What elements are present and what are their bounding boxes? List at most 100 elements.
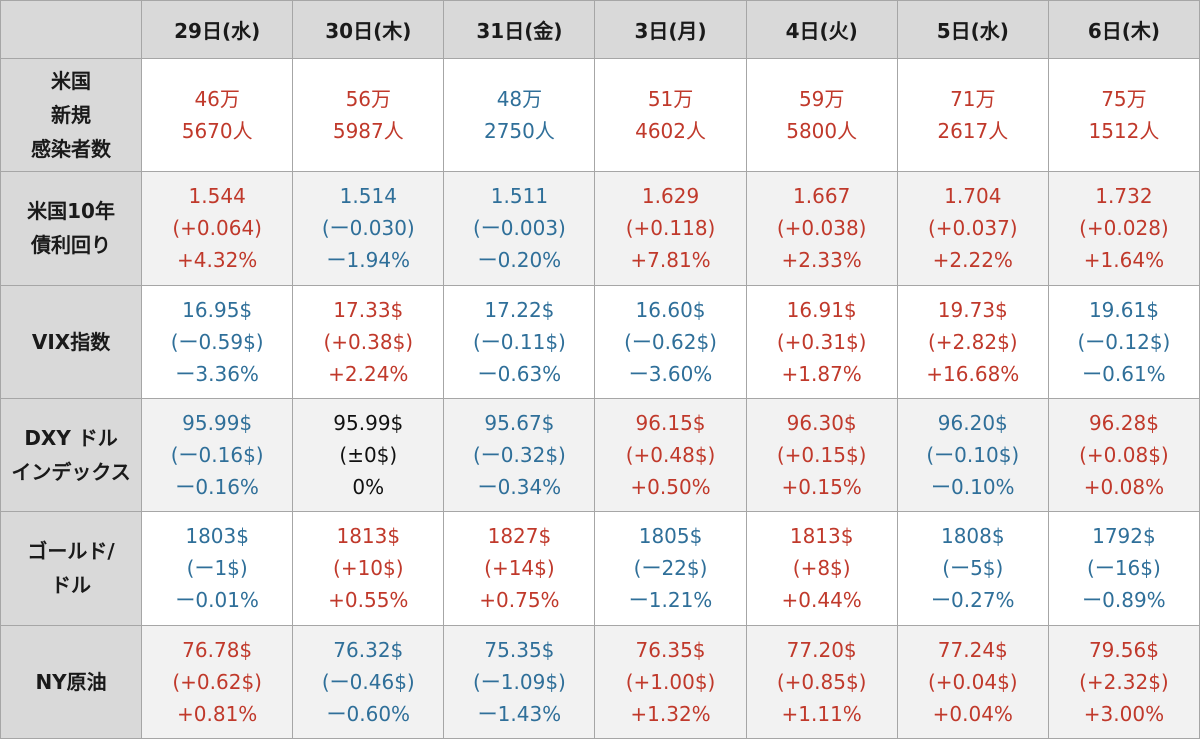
cell-value: 1808$ <box>940 524 1005 549</box>
cell-percent: ー1.21% <box>628 588 713 613</box>
cell-value: 48万 <box>496 87 543 112</box>
table-row: VIX指数 16.95$ (ー0.59$) ー3.36% 17.33$ (+0.38$) +… <box>0 284 1200 399</box>
data-cell: 1813$ (+10$) +0.55% <box>292 511 445 626</box>
cell-percent: ー1.94% <box>326 248 411 273</box>
cell-value: 16.60$ <box>635 297 706 322</box>
cell-change: (+0.064) <box>172 216 262 241</box>
row-label: VIX指数 <box>0 284 143 399</box>
cell-change: (ー1.09$) <box>472 669 566 694</box>
cell-value: 16.91$ <box>786 297 857 322</box>
data-cell: 1827$ (+14$) +0.75% <box>443 511 596 626</box>
cell-percent: +1.64% <box>1083 248 1165 273</box>
data-cell: 76.35$ (+1.00$) +1.32% <box>594 624 747 739</box>
cell-value: 76.35$ <box>635 637 706 662</box>
cell-percent: +0.81% <box>177 701 258 726</box>
data-cell: 1.667 (+0.038) +2.33% <box>745 171 898 286</box>
cell-change: (ー0.11$) <box>472 329 566 354</box>
cell-percent: ー1.43% <box>477 701 562 726</box>
cell-change: (ー16$) <box>1087 556 1161 581</box>
cell-change: 5800人 <box>786 119 858 144</box>
cell-change: (+0.31$) <box>776 329 867 354</box>
cell-value: 96.20$ <box>937 411 1008 436</box>
cell-value: 95.99$ <box>182 411 253 436</box>
cell-change: (ー5$) <box>942 556 1004 581</box>
cell-change: (+10$) <box>333 556 404 581</box>
data-cell: 79.56$ (+2.32$) +3.00% <box>1047 624 1200 739</box>
table-row: 米国10年 債利回り 1.544 (+0.064) +4.32% 1.514 (ー0.030… <box>0 171 1200 286</box>
cell-percent: ー0.01% <box>175 588 259 613</box>
data-cell: 96.15$ (+0.48$) +0.50% <box>594 397 747 513</box>
cell-change: (+0.028) <box>1079 216 1169 241</box>
cell-change: (+0.038) <box>776 216 867 241</box>
data-cell: 96.20$ (ー0.10$) ー0.10% <box>896 397 1049 513</box>
data-cell: 1805$ (ー22$) ー1.21% <box>594 511 747 626</box>
cell-change: 5670人 <box>181 119 253 144</box>
cell-percent: +0.75% <box>479 588 560 613</box>
cell-value: 1827$ <box>487 524 552 549</box>
data-cell: 17.22$ (ー0.11$) ー0.63% <box>443 284 596 399</box>
cell-change: (+0.62$) <box>172 669 262 694</box>
cell-value: 1.732 <box>1095 184 1153 209</box>
cell-percent: +0.08% <box>1083 475 1165 500</box>
cell-value: 96.30$ <box>786 411 857 436</box>
cell-value: 1805$ <box>638 524 703 549</box>
row-label-line: 感染者数 <box>31 137 112 162</box>
cell-change: (+0.118) <box>625 216 716 241</box>
cell-value: 77.24$ <box>937 637 1008 662</box>
cell-percent: ー0.20% <box>477 248 562 273</box>
data-cell: 77.20$ (+0.85$) +1.11% <box>745 624 898 739</box>
table-row: 米国 新規 感染者数 46万 5670人 56万 5987人 48万 2750人 51万 4602人… <box>0 57 1200 173</box>
cell-change: (ー0.62$) <box>624 329 717 354</box>
data-cell: 96.28$ (+0.08$) +0.08% <box>1047 397 1200 513</box>
cell-value: 1.544 <box>188 184 246 209</box>
cell-percent: 0% <box>352 475 385 500</box>
cell-value: 46万 <box>194 87 240 112</box>
cell-change: 5987人 <box>332 119 404 144</box>
data-cell: 71万 2617人 <box>896 57 1049 173</box>
data-cell: 1.629 (+0.118) +7.81% <box>594 171 747 286</box>
cell-percent: ー0.61% <box>1082 361 1166 386</box>
cell-percent: ー0.16% <box>175 475 259 500</box>
cell-change: (ー1$) <box>186 556 248 581</box>
cell-value: 1.667 <box>793 184 851 209</box>
cell-value: 1.511 <box>490 184 549 209</box>
data-cell: 1803$ (ー1$) ー0.01% <box>141 511 294 626</box>
cell-value: 1.704 <box>944 184 1002 209</box>
data-cell: 46万 5670人 <box>141 57 294 173</box>
cell-change: (+0.38$) <box>323 329 414 354</box>
cell-change: (+2.82$) <box>927 329 1018 354</box>
cell-change: (+0.85$) <box>776 669 867 694</box>
cell-change: (+8$) <box>792 556 851 581</box>
cell-change: (+2.32$) <box>1079 669 1169 694</box>
row-label-line: DXY ドル <box>24 426 118 451</box>
cell-value: 71万 <box>950 87 996 112</box>
row-label: 米国 新規 感染者数 <box>0 57 143 173</box>
row-label: DXY ドル インデックス <box>0 397 143 513</box>
data-cell: 17.33$ (+0.38$) +2.24% <box>292 284 445 399</box>
cell-percent: ー3.60% <box>628 361 713 386</box>
cell-value: 1813$ <box>789 524 854 549</box>
column-header-3: 3日(月) <box>594 0 747 59</box>
cell-percent: +16.68% <box>926 361 1020 386</box>
cell-value: 79.56$ <box>1088 637 1159 662</box>
column-header-1: 30日(木) <box>292 0 445 59</box>
cell-percent: +0.15% <box>781 475 862 500</box>
cell-change: (ー0.030) <box>321 216 415 241</box>
cell-change: (+0.15$) <box>776 443 867 468</box>
cell-percent: +2.22% <box>932 248 1013 273</box>
cell-change: (+0.08$) <box>1079 443 1169 468</box>
cell-value: 95.99$ <box>333 411 404 436</box>
cell-value: 96.28$ <box>1088 411 1159 436</box>
data-cell: 75万 1512人 <box>1047 57 1200 173</box>
cell-change: (+0.037) <box>927 216 1018 241</box>
data-cell: 51万 4602人 <box>594 57 747 173</box>
cell-change: (ー0.46$) <box>321 669 415 694</box>
cell-percent: +0.04% <box>932 701 1013 726</box>
cell-value: 1803$ <box>185 524 249 549</box>
row-label-line: 米国 <box>51 69 92 94</box>
column-header-4: 4日(火) <box>745 0 898 59</box>
data-cell: 1.704 (+0.037) +2.22% <box>896 171 1049 286</box>
cell-percent: +0.44% <box>781 588 862 613</box>
cell-change: (ー0.32$) <box>472 443 566 468</box>
cell-value: 76.78$ <box>182 637 253 662</box>
